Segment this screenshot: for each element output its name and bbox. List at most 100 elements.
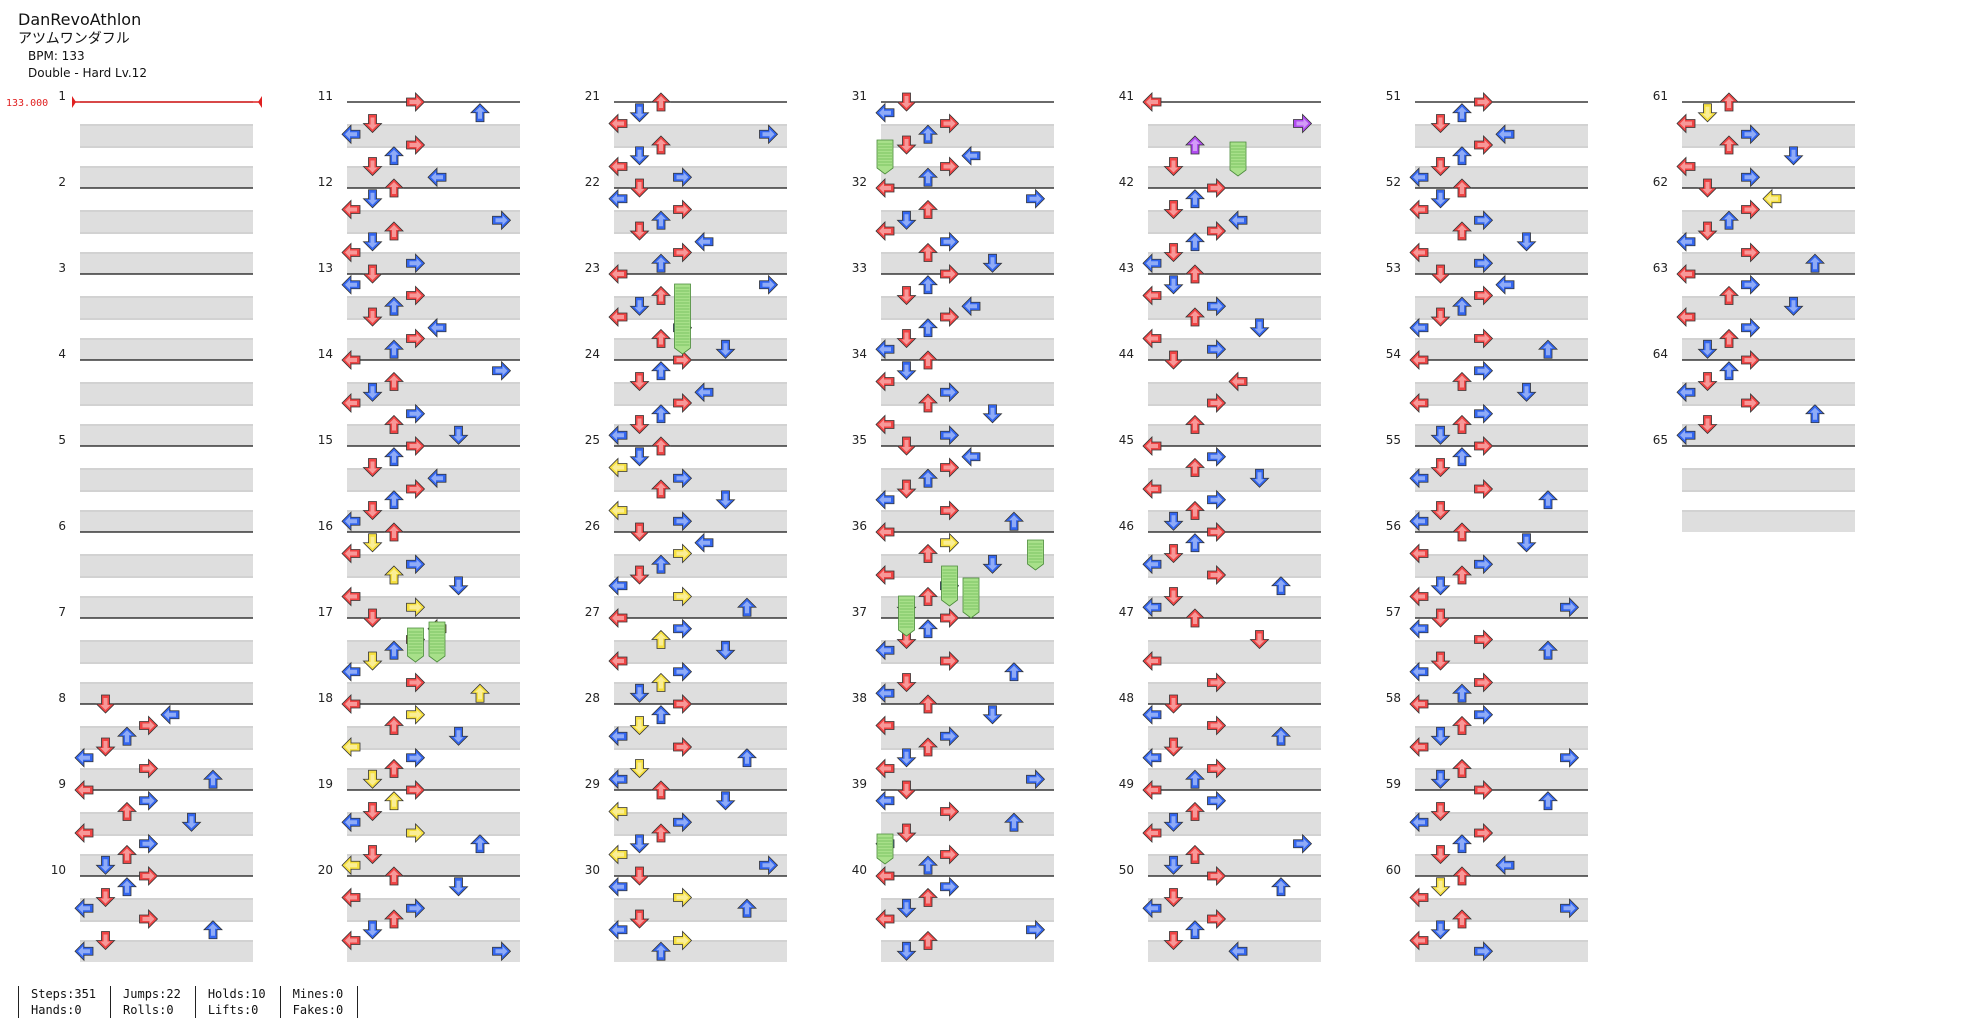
arrow-left-icon [961, 145, 981, 166]
stat-holds: Holds:10 [207, 987, 266, 1001]
arrow-right-icon [1474, 360, 1494, 381]
arrow-left-icon [74, 747, 94, 768]
arrow-left-icon [1142, 823, 1162, 843]
arrow-down-icon [362, 189, 383, 209]
measure-number: 44 [1119, 347, 1134, 361]
arrow-down-icon [362, 769, 383, 789]
measure-number: 35 [852, 433, 867, 447]
arrow-left-icon [74, 898, 94, 919]
arrow-left-icon [875, 371, 895, 392]
arrow-right-icon [940, 156, 960, 177]
measure-number: 26 [585, 519, 600, 533]
arrow-down-icon [1249, 468, 1270, 488]
arrow-left-icon [1409, 167, 1429, 188]
arrow-left-icon [1142, 479, 1162, 499]
measure-block: 8 [58, 691, 253, 790]
arrow-down-icon [629, 103, 650, 123]
arrow-down-icon [362, 114, 383, 134]
arrow-up-icon [651, 404, 671, 424]
arrow-up-icon [1004, 662, 1024, 682]
beat-stripe [1682, 470, 1855, 490]
arrow-right-icon [1474, 479, 1494, 499]
measure-number: 40 [852, 863, 867, 877]
arrow-down-icon [1430, 651, 1451, 671]
arrow-left-icon [341, 199, 361, 220]
arrow-up-icon [651, 253, 671, 273]
arrow-right-icon [1207, 489, 1227, 510]
arrow-down-icon [629, 565, 650, 585]
stats-column-mines: Mines:0 Fakes:0 [279, 986, 359, 1018]
arrow-down-icon [1163, 511, 1184, 531]
arrow-down-icon [1163, 737, 1184, 757]
arrow-left-icon [1228, 941, 1248, 962]
measure-number: 3 [58, 261, 66, 275]
arrow-up-icon [918, 694, 938, 714]
stat-lifts: Lifts:0 [207, 1003, 259, 1017]
arrow-left-icon [341, 855, 361, 876]
arrow-up-icon [1185, 232, 1205, 252]
beat-stripe [614, 168, 787, 188]
arrow-left-icon [608, 188, 628, 209]
hold-note [1027, 539, 1044, 571]
arrow-left-icon [1409, 694, 1429, 714]
arrow-right-icon [1207, 296, 1227, 317]
beat-stripe [1415, 254, 1588, 274]
arrow-right-icon [139, 909, 159, 929]
arrow-right-icon [1207, 178, 1227, 198]
arrow-left-icon [1409, 199, 1429, 220]
measure-block: 28 [585, 691, 787, 790]
beat-stripe [614, 340, 787, 360]
measure-block: 26 [585, 519, 787, 618]
arrow-left-icon [875, 565, 895, 585]
arrow-left-icon [1495, 274, 1515, 295]
arrow-right-icon [1474, 210, 1494, 231]
arrow-down-icon [1516, 382, 1537, 402]
arrow-up-icon [651, 135, 671, 155]
beat-stripe [347, 598, 520, 618]
arrow-left-icon [608, 307, 628, 327]
measure-block: 13 [318, 261, 520, 360]
arrow-down-icon [1430, 845, 1451, 865]
arrow-up-icon [1452, 447, 1472, 467]
arrow-right-icon [406, 135, 426, 155]
measure-number: 48 [1119, 691, 1134, 705]
hold-note [898, 595, 915, 637]
stats-column-steps: Steps:351 Hands:0 [18, 986, 110, 1018]
arrow-down-icon [982, 705, 1003, 725]
arrow-up-icon [384, 791, 404, 811]
arrow-left-icon [1142, 597, 1162, 618]
arrow-up-icon [117, 801, 137, 821]
arrow-left-icon [1142, 554, 1162, 575]
arrow-right-icon [1474, 672, 1494, 693]
arrow-right-icon [1741, 199, 1761, 220]
arrow-up-icon [384, 758, 404, 778]
measure-number: 16 [318, 519, 333, 533]
measure-number: 45 [1119, 433, 1134, 447]
arrow-up-icon [1004, 812, 1024, 832]
measure-block: 42 [1119, 175, 1321, 274]
arrow-up-icon [651, 92, 671, 112]
arrow-left-icon [1676, 425, 1696, 446]
arrow-left-icon [875, 522, 895, 542]
measure-number: 61 [1653, 89, 1668, 103]
arrow-up-icon [470, 103, 490, 123]
arrow-right-icon [1741, 317, 1761, 338]
arrow-right-icon [940, 651, 960, 671]
measure-block: 2 [58, 175, 253, 274]
arrow-right-icon [1207, 522, 1227, 542]
arrow-up-icon [1185, 189, 1205, 209]
arrow-down-icon [896, 92, 917, 112]
arrow-left-icon [875, 102, 895, 123]
beat-stripe [347, 556, 520, 576]
arrow-left-icon [341, 737, 361, 757]
arrow-right-icon [940, 425, 960, 446]
measure-block: 30 [585, 863, 787, 962]
measure-number: 27 [585, 605, 600, 619]
measure-number: 29 [585, 777, 600, 791]
arrow-right-icon [1474, 253, 1494, 274]
arrow-down-icon [629, 296, 650, 316]
arrow-right-icon [406, 898, 426, 919]
arrow-up-icon [1271, 576, 1291, 596]
beat-stripe [80, 684, 253, 704]
arrow-left-icon [1228, 210, 1248, 231]
